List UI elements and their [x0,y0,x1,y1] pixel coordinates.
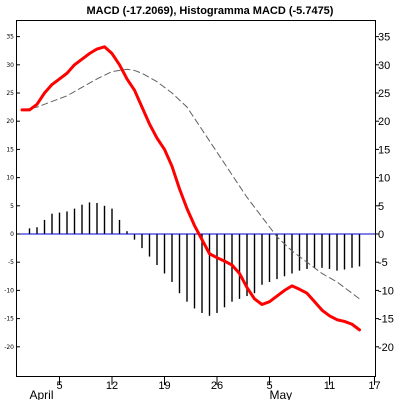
y-tick-label-right: -10 [378,285,394,297]
signal-layer [21,68,360,300]
y-axis-right: 35 30 25 20 15 10 5 0 -5 -10 -15 -20 [375,32,394,354]
x-axis: 5 12 19 26 5 11 17 April May [30,376,381,400]
y-tick-label-right: 25 [378,88,390,100]
y-tick-label-right: -5 [378,257,388,269]
y-tick-label-left: -15 [4,316,14,323]
y-tick-label-left: 25 [6,90,14,97]
x-tick-label: 26 [211,380,223,392]
x-tick-label: 5 [56,380,62,392]
y-tick-label-right: 20 [378,116,390,128]
y-tick-label-left: 5 [10,203,14,210]
y-tick-label-left: -20 [4,344,14,351]
macd-line [20,45,361,332]
y-axis-left: 35 30 25 20 15 10 5 0 -5 -10 -15 -20 [4,34,20,351]
y-tick-label-left: -10 [4,287,14,294]
month-label: April [30,388,54,400]
x-tick-label: 17 [368,380,380,392]
chart-title: MACD (-17.2069), Histogramma MACD (-5.74… [87,5,334,17]
x-tick-label: 5 [266,380,272,392]
y-tick-label-left: 20 [6,118,14,125]
y-tick-label-right: 30 [378,60,390,72]
y-tick-label-left: 10 [6,175,14,182]
y-tick-label-left: 30 [6,62,14,69]
y-tick-label-right: 35 [378,32,390,44]
y-tick-label-left: 35 [6,34,14,41]
signal-line [21,68,360,300]
y-tick-label-right: 0 [378,229,384,241]
y-tick-label-right: 10 [378,173,390,185]
histogram-layer [28,202,361,316]
x-tick-label: 19 [158,380,170,392]
x-tick-label: 12 [106,380,118,392]
y-tick-label-left: 15 [6,146,14,153]
y-tick-label-right: 15 [378,144,390,156]
plot-frame [16,20,376,377]
y-tick-label-left: -5 [8,259,14,266]
month-label: May [270,388,293,400]
y-tick-label-right: 5 [378,201,384,213]
y-tick-label-right: -20 [378,342,394,354]
macd-layer [20,45,361,332]
y-tick-label-right: -15 [378,314,394,326]
y-tick-label-left: 0 [10,231,14,238]
x-tick-label: 11 [324,380,335,392]
